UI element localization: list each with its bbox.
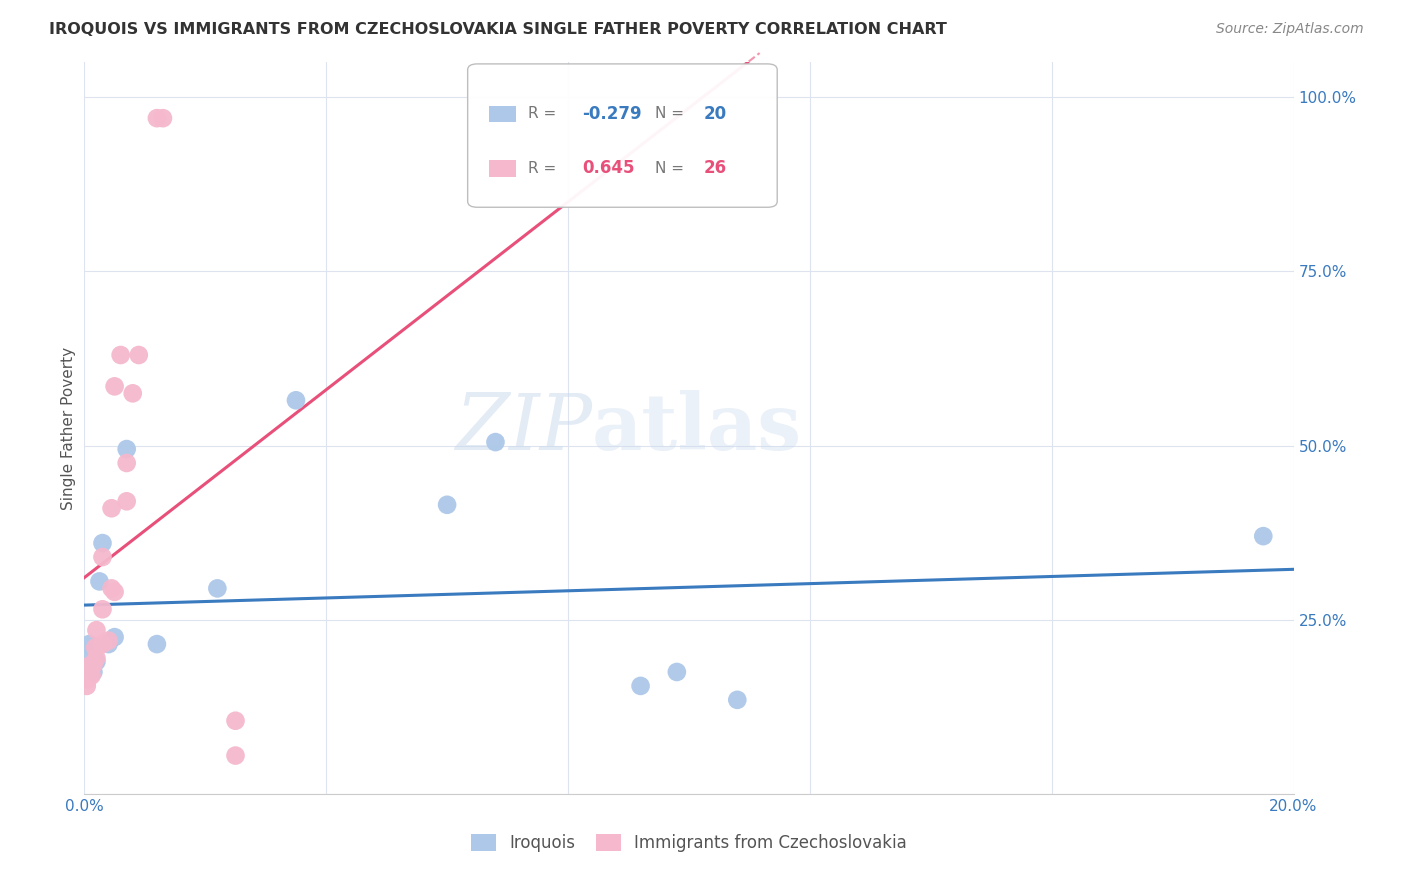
FancyBboxPatch shape (489, 105, 516, 121)
Point (100, 501, 122, 516)
FancyBboxPatch shape (489, 161, 516, 177)
Point (82, 665, 104, 679)
Point (104, 585, 127, 599)
FancyBboxPatch shape (468, 64, 778, 207)
Point (76, 679, 98, 693)
Point (86, 655, 108, 669)
Text: IROQUOIS VS IMMIGRANTS FROM CZECHOSLOVAKIA SINGLE FATHER POVERTY CORRELATION CHA: IROQUOIS VS IMMIGRANTS FROM CZECHOSLOVAK… (49, 22, 948, 37)
Point (207, 582, 229, 596)
Point (104, 630, 127, 644)
Point (436, 498, 458, 512)
Point (77, 651, 100, 665)
Point (77, 637, 100, 651)
Point (115, 494, 138, 508)
Point (115, 456, 138, 470)
Point (225, 748, 247, 763)
Point (86, 623, 108, 637)
Point (665, 665, 688, 679)
Text: R =: R = (529, 161, 567, 176)
Point (128, 348, 150, 362)
Point (110, 348, 132, 362)
Text: 26: 26 (703, 160, 727, 178)
Point (152, 111, 174, 125)
Point (91, 549, 114, 564)
Point (79, 658, 101, 673)
Point (86, 640, 108, 655)
Text: 0.645: 0.645 (582, 160, 636, 178)
Text: 20: 20 (703, 104, 727, 122)
Point (484, 435, 506, 450)
Point (146, 111, 169, 125)
Point (285, 393, 308, 408)
Point (97, 633, 120, 648)
Point (225, 714, 247, 728)
Point (630, 679, 652, 693)
Point (104, 379, 127, 393)
Point (1253, 529, 1275, 543)
Y-axis label: Single Father Poverty: Single Father Poverty (60, 347, 76, 509)
Text: N =: N = (655, 106, 689, 121)
Point (146, 637, 169, 651)
Text: -0.279: -0.279 (582, 104, 643, 122)
Point (84, 640, 107, 655)
Point (82, 658, 104, 673)
Text: N =: N = (655, 161, 689, 176)
Point (91, 637, 114, 651)
Point (97, 637, 120, 651)
Text: atlas: atlas (592, 390, 803, 467)
Text: R =: R = (529, 106, 561, 121)
Point (89, 574, 111, 589)
Point (115, 442, 138, 456)
Legend: Iroquois, Immigrants from Czechoslovakia: Iroquois, Immigrants from Czechoslovakia (464, 827, 914, 859)
Point (100, 582, 122, 596)
Point (80, 668, 103, 682)
Text: Source: ZipAtlas.com: Source: ZipAtlas.com (1216, 22, 1364, 37)
Point (84, 655, 107, 669)
Point (91, 602, 114, 616)
Point (121, 386, 143, 401)
Point (91, 536, 114, 550)
Point (725, 693, 748, 707)
Point (77, 672, 100, 686)
Point (77, 668, 100, 682)
Point (86, 651, 108, 665)
Text: ZIP: ZIP (456, 390, 592, 467)
